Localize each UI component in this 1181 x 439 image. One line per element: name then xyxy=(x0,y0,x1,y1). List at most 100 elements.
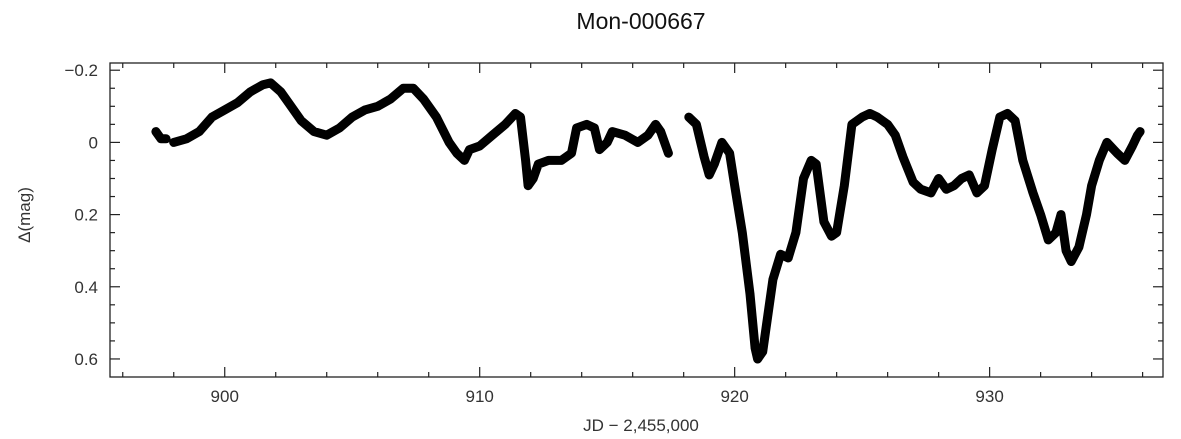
data-point xyxy=(957,174,966,183)
data-point xyxy=(1087,181,1096,190)
data-point xyxy=(567,149,576,158)
data-point xyxy=(501,120,510,129)
data-point xyxy=(373,102,382,111)
y-tick-label: 0.6 xyxy=(74,350,98,369)
x-tick-label: 920 xyxy=(720,387,748,406)
data-point xyxy=(664,149,673,158)
data-point xyxy=(207,112,217,122)
data-point xyxy=(883,120,892,129)
light-curve-segment xyxy=(684,109,1145,364)
data-point xyxy=(603,138,612,147)
data-point xyxy=(972,188,982,198)
data-point xyxy=(812,159,821,169)
data-point xyxy=(169,138,178,147)
data-point xyxy=(1051,228,1061,237)
data-point xyxy=(309,127,319,136)
data-point xyxy=(335,123,344,133)
data-point xyxy=(399,84,408,93)
data-point xyxy=(758,347,767,356)
data-point xyxy=(643,131,653,140)
data-point xyxy=(620,131,630,140)
data-point xyxy=(1036,210,1045,219)
axis-ticks: 900 910 920 930 −0.2 0 0.2 0.4 0.6 xyxy=(64,61,1163,406)
y-tick-label: 0.4 xyxy=(74,278,98,297)
data-point xyxy=(595,145,604,154)
data-point xyxy=(1120,156,1130,165)
data-point xyxy=(233,98,242,107)
data-point xyxy=(847,120,857,129)
data-point xyxy=(651,120,660,129)
data-point xyxy=(916,185,925,194)
data-point xyxy=(572,123,581,133)
data-point xyxy=(832,228,841,237)
data-point xyxy=(768,275,778,284)
data-point xyxy=(220,105,229,115)
data-point xyxy=(432,112,441,122)
data-point xyxy=(745,289,755,299)
data-point xyxy=(460,156,469,165)
data-point xyxy=(926,188,936,198)
x-axis-label: JD − 2,455,000 xyxy=(583,416,699,435)
data-point xyxy=(544,156,553,165)
data-point xyxy=(534,159,543,169)
x-tick-label: 900 xyxy=(211,387,239,406)
y-axis-label: Δ(mag) xyxy=(15,187,34,243)
data-point xyxy=(1061,246,1071,255)
data-point xyxy=(949,181,959,190)
data-point xyxy=(386,94,395,104)
data-point xyxy=(151,127,161,136)
data-point xyxy=(452,149,461,158)
data-point xyxy=(942,185,951,194)
data-point xyxy=(891,131,900,140)
data-point xyxy=(419,94,428,104)
data-point xyxy=(633,138,642,147)
data-point xyxy=(784,253,793,263)
data-point xyxy=(161,134,171,143)
data-point xyxy=(730,181,739,190)
data-point xyxy=(799,174,808,183)
data-point xyxy=(684,112,693,122)
data-point xyxy=(322,131,331,140)
light-curve-series xyxy=(151,78,1145,364)
y-tick-label: 0.2 xyxy=(74,206,98,225)
plot-frame xyxy=(109,62,1164,378)
data-point xyxy=(360,105,370,115)
data-point xyxy=(699,152,709,161)
data-point xyxy=(276,87,285,97)
x-tick-label: 930 xyxy=(975,387,1003,406)
data-point xyxy=(590,123,599,133)
data-point xyxy=(840,181,849,190)
data-point xyxy=(1135,127,1145,136)
data-point xyxy=(750,343,760,353)
data-point xyxy=(1028,188,1038,198)
data-point xyxy=(1003,109,1012,118)
data-point xyxy=(516,112,525,122)
chart-title: Mon-000667 xyxy=(576,8,705,34)
data-point xyxy=(1074,242,1084,252)
data-point xyxy=(656,127,665,136)
data-point xyxy=(934,174,943,183)
data-point xyxy=(582,120,591,129)
data-point xyxy=(1082,210,1091,219)
data-point xyxy=(791,228,801,237)
y-tick-label: 0 xyxy=(89,133,98,152)
data-point xyxy=(753,354,762,364)
data-point xyxy=(608,127,617,136)
data-point xyxy=(488,131,497,140)
data-point xyxy=(988,145,997,154)
data-point xyxy=(692,120,701,129)
data-point xyxy=(763,311,772,320)
data-point xyxy=(409,84,418,93)
data-point xyxy=(529,174,538,183)
data-point xyxy=(738,228,747,237)
data-point xyxy=(873,112,882,122)
data-point xyxy=(1010,116,1020,125)
data-point xyxy=(995,112,1004,122)
data-point xyxy=(297,116,306,125)
data-point xyxy=(1044,235,1053,245)
data-point xyxy=(444,138,454,147)
data-point xyxy=(1128,141,1137,151)
data-point xyxy=(965,170,974,180)
data-point xyxy=(1102,138,1112,147)
